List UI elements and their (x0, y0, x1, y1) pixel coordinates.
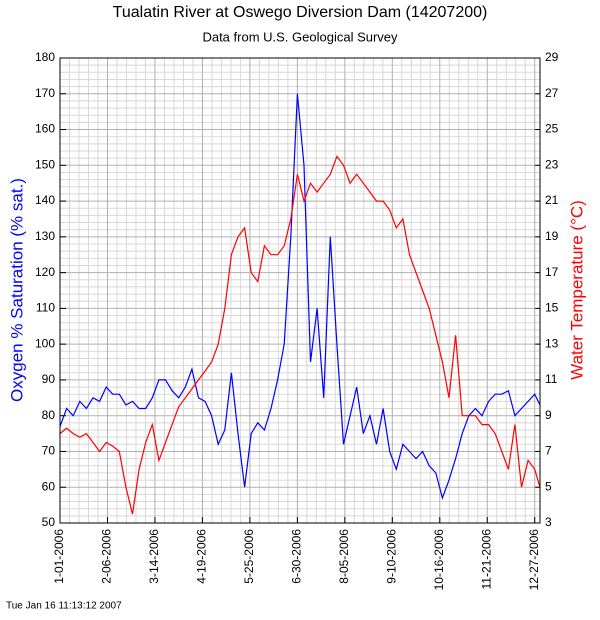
y-tick-label: 100 (35, 336, 55, 350)
y2-tick-label: 11 (545, 372, 558, 386)
chart-title: Tualatin River at Oswego Diversion Dam (… (113, 4, 488, 21)
y-tick-label: 90 (42, 372, 56, 386)
y2-tick-label: 5 (545, 479, 552, 493)
y-tick-label: 170 (35, 86, 55, 100)
y2-axis-label: Water Temperature (°C) (567, 200, 586, 380)
x-tick-label: 8-05-2006 (337, 529, 351, 584)
data-line (59, 155, 541, 515)
y2-tick-label: 21 (545, 193, 559, 207)
y-tick-label: 140 (35, 193, 55, 207)
y2-tick-label: 3 (545, 515, 552, 529)
x-tick-label: 6-30-2006 (290, 529, 304, 584)
x-tick-label: 1-01-2006 (52, 529, 66, 584)
y-tick-label: 70 (42, 444, 56, 458)
y2-tick-label: 27 (545, 86, 559, 100)
y2-tick-label: 15 (545, 301, 559, 315)
x-tick-label: 9-10-2006 (384, 529, 398, 584)
y2-tick-label: 23 (545, 157, 559, 171)
y2-tick-label: 29 (545, 50, 559, 64)
y-tick-label: 150 (35, 157, 55, 171)
x-tick-label: 11-21-2006 (479, 529, 493, 590)
y2-tick-label: 13 (545, 336, 559, 350)
x-tick-label: 5-25-2006 (242, 529, 256, 584)
y2-tick-label: 9 (545, 408, 552, 422)
y-tick-label: 110 (36, 301, 55, 315)
x-tick-label: 4-19-2006 (195, 529, 209, 584)
y2-tick-label: 19 (545, 229, 559, 243)
y-tick-label: 120 (35, 265, 55, 279)
y-tick-label: 180 (35, 50, 55, 64)
x-tick-label: 10-16-2006 (432, 529, 446, 591)
y-axis-label: Oxygen % Saturation (% sat.) (7, 178, 26, 402)
y-tick-label: 60 (42, 479, 56, 493)
footer: Tue Jan 16 11:13:12 2007 (6, 601, 122, 612)
y-tick-label: 80 (42, 408, 56, 422)
plot-frame (59, 57, 541, 524)
y2-tick-label: 25 (545, 122, 559, 136)
x-tick-label: 2-06-2006 (100, 529, 114, 584)
y-tick-label: 160 (35, 122, 55, 136)
chart-subtitle: Data from U.S. Geological Survey (202, 29, 398, 44)
y2-tick-label: 17 (545, 265, 559, 279)
y-tick-label: 130 (35, 229, 55, 243)
y-tick-label: 50 (42, 515, 56, 529)
x-tick-label: 3-14-2006 (147, 529, 161, 584)
x-tick-label: 12-27-2006 (527, 529, 541, 591)
data-line (59, 93, 541, 500)
y2-tick-label: 7 (545, 444, 552, 458)
